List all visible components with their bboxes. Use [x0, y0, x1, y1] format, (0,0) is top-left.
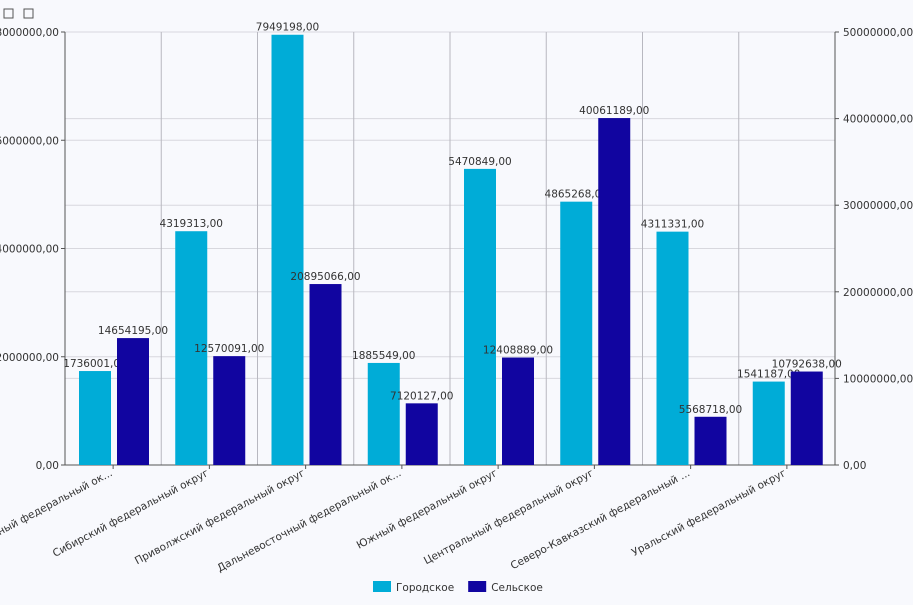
value-label: 4311331,00 — [641, 219, 704, 231]
value-label: 4319313,00 — [160, 218, 223, 230]
value-label: 4865268,00 — [545, 189, 608, 201]
bar — [79, 371, 111, 465]
bar — [752, 381, 785, 465]
bar — [560, 201, 593, 466]
value-label: 1541187,00 — [737, 369, 800, 381]
y2-tick-label: 10000000,00 — [843, 373, 913, 385]
bar — [213, 356, 246, 465]
value-label: 5470849,00 — [448, 156, 511, 168]
x-tick-label: Сибирский федеральный округ — [51, 467, 211, 560]
y-tick-label: 2000000,00 — [0, 352, 59, 364]
bar — [309, 284, 342, 465]
icon[interactable] — [3, 8, 14, 19]
y2-tick-label: 20000000,00 — [843, 287, 913, 299]
value-label: 12408889,00 — [483, 345, 553, 357]
value-label: 5568718,00 — [679, 404, 742, 416]
legend-label: Сельское — [491, 582, 543, 594]
bar — [464, 168, 496, 465]
value-label: 1736001,00 — [63, 358, 126, 370]
legend-swatch — [373, 581, 391, 592]
x-tick-label: Центральный федеральный округ — [422, 467, 596, 567]
y-tick-label: 6000000,00 — [0, 135, 59, 147]
bar — [175, 231, 208, 465]
y-tick-label: 4000000,00 — [0, 244, 59, 256]
y-tick-label: 8000000,00 — [0, 27, 59, 39]
x-tick-label: Приволжский федеральный округ — [133, 467, 307, 567]
legend-label: Городское — [396, 582, 454, 594]
value-label: 12570091,00 — [194, 343, 264, 355]
bar — [271, 34, 304, 465]
y2-tick-label: 40000000,00 — [843, 114, 913, 126]
x-tick-label: Уральский федеральный округ — [630, 467, 789, 559]
value-label: 7120127,00 — [390, 390, 453, 402]
toolbar — [3, 8, 34, 19]
value-label: 40061189,00 — [579, 105, 649, 117]
value-label: 10792638,00 — [772, 359, 842, 371]
y2-tick-label: 30000000,00 — [843, 200, 913, 212]
icon[interactable] — [23, 8, 34, 19]
x-tick-label: Дальневосточный федеральный ок... — [215, 467, 403, 575]
bar — [117, 338, 149, 465]
bar — [694, 416, 727, 465]
bar — [502, 357, 534, 465]
legend-swatch — [468, 581, 487, 592]
bar — [367, 362, 400, 465]
value-label: 7949198,00 — [256, 22, 319, 34]
value-label: 14654195,00 — [98, 325, 168, 337]
value-label: 1885549,00 — [352, 350, 415, 362]
x-tick-label: Северо-Кавказский федеральный ... — [509, 467, 692, 572]
bar — [598, 118, 631, 466]
bar — [656, 231, 689, 465]
bar — [790, 371, 823, 465]
y2-tick-label: 0,00 — [843, 460, 866, 472]
bar — [405, 403, 438, 465]
y2-tick-label: 50000000,00 — [843, 27, 913, 39]
y-tick-label: 0,00 — [36, 460, 59, 472]
value-label: 20895066,00 — [290, 271, 360, 283]
